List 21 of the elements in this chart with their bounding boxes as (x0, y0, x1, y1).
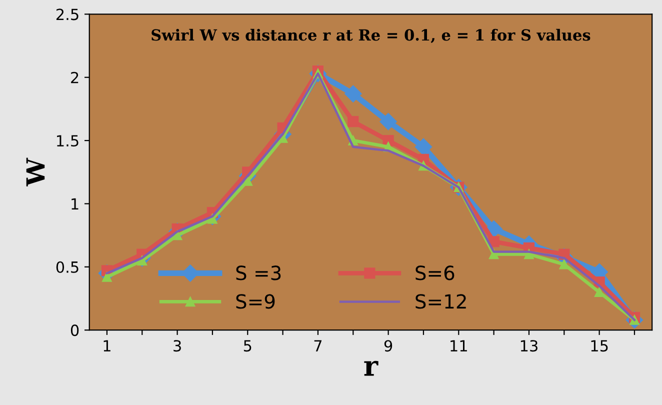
x-axis-title: r (364, 360, 378, 376)
x-tick-label: 15 (591, 340, 608, 352)
x-tick-label: 5 (244, 340, 252, 352)
y-tick-label: 2 (71, 72, 78, 84)
legend-label: S =3 (236, 266, 281, 280)
text: Swirl W vs distance r at Re = 0.1, e = 1 for S values (152, 28, 590, 44)
y-tick-label: 1.5 (57, 135, 78, 147)
x-tick-label: 1 (104, 340, 110, 352)
y-tick-label: 0.5 (56, 261, 78, 273)
x-tick-label: 13 (520, 340, 538, 352)
x-tick-label: 9 (384, 340, 392, 352)
legend-label: S=12 (416, 294, 466, 309)
x-tick-label: 7 (314, 340, 322, 352)
legend-label: S=9 (236, 294, 275, 309)
legend-label: S=6 (416, 266, 454, 280)
y-tick-label: 2.5 (56, 8, 78, 20)
y-axis-title: W (26, 158, 45, 186)
y-tick-label: 0 (70, 324, 79, 336)
x-tick-label: 11 (450, 340, 467, 352)
x-tick-label: 3 (174, 340, 181, 352)
y-tick-label: 1 (72, 198, 78, 210)
